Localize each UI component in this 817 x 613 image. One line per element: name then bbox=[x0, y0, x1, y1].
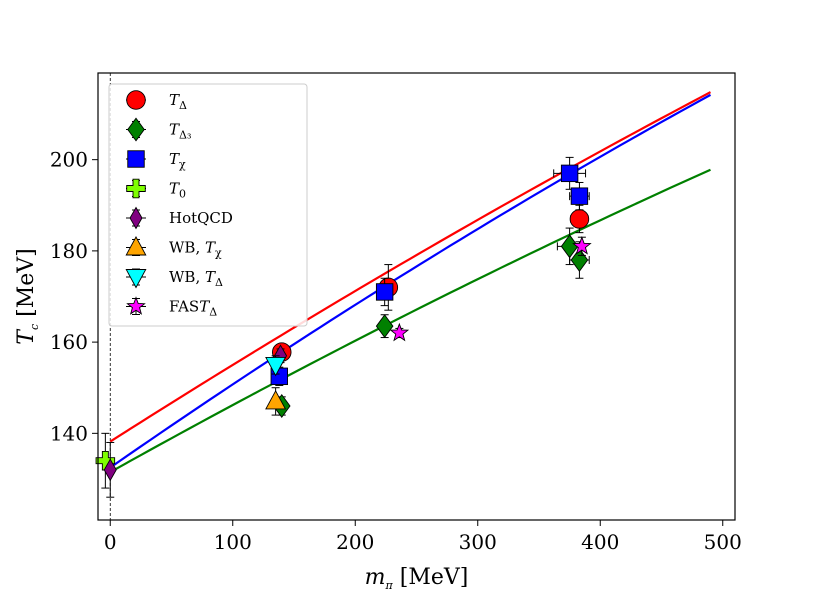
legend-item: TΔ bbox=[126, 90, 187, 112]
series-wb-t-chi bbox=[265, 387, 287, 416]
x-axis-label: mπ [MeV] bbox=[365, 565, 469, 592]
legend-marker bbox=[125, 236, 147, 256]
y-axis-label-unit: [MeV] bbox=[14, 248, 39, 324]
x-tick-label: 100 bbox=[214, 530, 252, 554]
y-tick-label: 200 bbox=[50, 148, 88, 172]
data-point bbox=[265, 355, 287, 377]
legend-label-symbol: T bbox=[205, 239, 216, 257]
legend-label-sub: χ bbox=[215, 247, 222, 260]
legend-label: WB, Tχ bbox=[169, 239, 222, 260]
y-axis-label: Tc [MeV] bbox=[14, 248, 41, 344]
fit-curve bbox=[109, 93, 712, 469]
data-point bbox=[569, 181, 590, 211]
marker-square bbox=[570, 187, 589, 205]
marker-square bbox=[375, 283, 394, 301]
y-axis-label-main: T bbox=[14, 328, 39, 345]
data-point bbox=[103, 441, 117, 498]
legend-label: FASTΔ bbox=[169, 298, 217, 319]
legend-marker bbox=[125, 269, 147, 289]
legend-label-main: T bbox=[169, 91, 180, 109]
x-tick-label: 300 bbox=[459, 530, 497, 554]
legend-item: WB, Tχ bbox=[125, 236, 222, 260]
legend-label-sub: Δ₃ bbox=[179, 129, 191, 142]
x-tick-label: 200 bbox=[336, 530, 374, 554]
x-axis-label-unit: [MeV] bbox=[393, 565, 469, 590]
legend-label: WB, TΔ bbox=[169, 268, 223, 289]
legend-marker bbox=[127, 117, 145, 142]
marker-diamond bbox=[375, 314, 394, 339]
legend-label: Tχ bbox=[169, 150, 186, 171]
x-axis-ticks: 0 100 200 300 400 500 bbox=[104, 520, 742, 554]
x-tick-label: 400 bbox=[581, 530, 619, 554]
legend-item: Tχ bbox=[126, 150, 186, 171]
data-point bbox=[569, 204, 590, 234]
legend-label-main: T bbox=[169, 150, 180, 168]
legend-label-main: T bbox=[169, 121, 180, 139]
legend-item: T0 bbox=[126, 178, 186, 201]
legend-label-symbol: T bbox=[205, 268, 216, 286]
fit-curves bbox=[109, 91, 712, 474]
legend-marker bbox=[126, 296, 146, 315]
x-tick-label: 500 bbox=[704, 530, 742, 554]
legend-label: TΔ bbox=[169, 91, 187, 112]
legend-marker bbox=[127, 150, 145, 168]
data-point bbox=[375, 277, 394, 307]
legend-marker bbox=[129, 206, 143, 230]
x-axis-label-main: m bbox=[365, 565, 386, 590]
legend-label: TΔ₃ bbox=[169, 121, 191, 142]
series-wb-t-delta bbox=[265, 355, 287, 377]
data-points bbox=[95, 156, 592, 498]
legend-label-sub: 0 bbox=[179, 188, 186, 201]
marker-thin_diamond bbox=[103, 458, 117, 482]
legend-label-main: FAS bbox=[169, 298, 199, 316]
legend-item: WB, TΔ bbox=[125, 268, 223, 289]
data-point bbox=[265, 387, 287, 416]
data-point bbox=[389, 322, 410, 342]
legend-label: HotQCD bbox=[169, 209, 233, 227]
legend-marker bbox=[126, 90, 146, 110]
legend-label-symbol: T bbox=[199, 298, 210, 316]
series-t-delta bbox=[272, 204, 590, 362]
legend-label-main: WB, bbox=[169, 239, 205, 257]
y-tick-label: 180 bbox=[50, 239, 88, 263]
data-point bbox=[569, 241, 590, 279]
legend-label-sub: χ bbox=[179, 158, 186, 171]
series-t-chi bbox=[270, 156, 590, 386]
y-axis-label-sub: c bbox=[28, 324, 41, 330]
legend-label-main: T bbox=[169, 180, 180, 198]
marker-circle bbox=[569, 209, 590, 229]
plot-frame bbox=[97, 72, 736, 521]
fit-curve bbox=[109, 168, 711, 474]
y-tick-label: 160 bbox=[50, 330, 88, 354]
legend-label-sub: Δ bbox=[179, 99, 187, 112]
legend-label-main: HotQCD bbox=[169, 209, 233, 227]
legend-item: TΔ₃ bbox=[126, 117, 191, 142]
marker-triangle_down bbox=[265, 356, 287, 377]
marker-diamond bbox=[570, 247, 589, 273]
legend-item: FASTΔ bbox=[126, 296, 217, 319]
legend-label-sub: Δ bbox=[209, 306, 217, 319]
marker-star bbox=[572, 236, 592, 255]
marker-square bbox=[560, 164, 579, 183]
marker-triangle_up bbox=[265, 389, 287, 410]
x-tick-label: 0 bbox=[104, 530, 117, 554]
legend-marker bbox=[126, 178, 146, 199]
legend-item: HotQCD bbox=[126, 206, 233, 230]
x-axis-label-sub: π bbox=[385, 579, 394, 592]
series-fastsum-t-delta bbox=[389, 236, 592, 342]
legend-label-sub: Δ bbox=[215, 276, 223, 289]
data-point bbox=[375, 314, 394, 339]
legend-label-main: WB, bbox=[169, 268, 205, 286]
legend-box bbox=[108, 83, 308, 327]
data-point bbox=[572, 236, 592, 256]
data-point bbox=[553, 156, 587, 190]
y-axis-ticks: 140 160 180 200 bbox=[50, 148, 98, 445]
y-tick-label: 140 bbox=[50, 421, 88, 445]
marker-star bbox=[389, 322, 410, 342]
legend-label: T0 bbox=[169, 180, 186, 201]
fit-curve bbox=[109, 91, 712, 443]
